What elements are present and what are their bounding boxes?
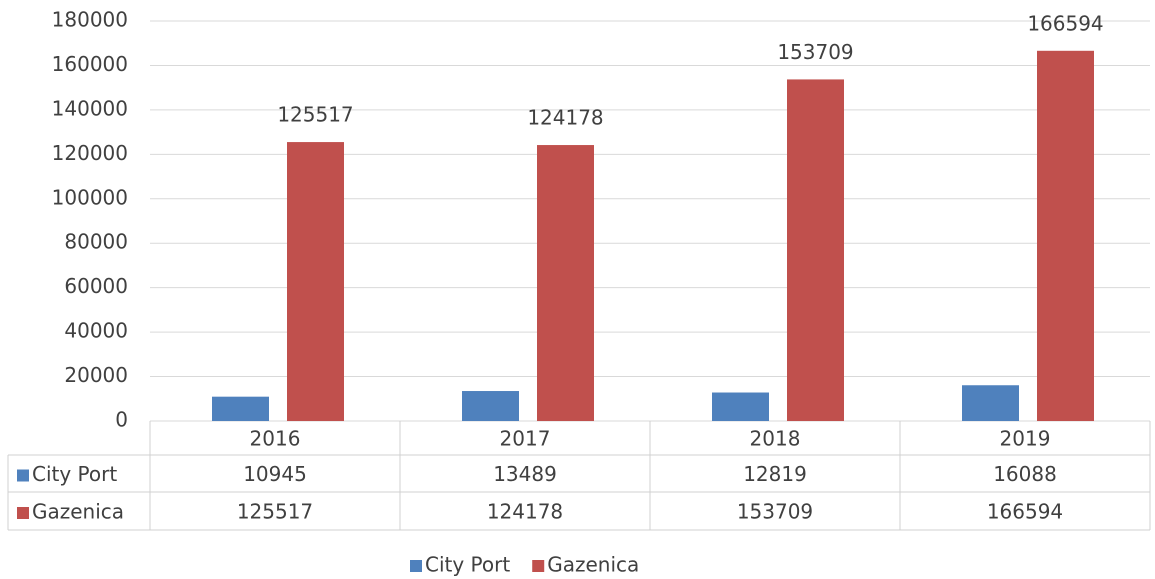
y-tick-label: 120000 — [52, 141, 128, 165]
bar — [537, 145, 594, 421]
x-tick-label: 2016 — [250, 427, 301, 451]
bar — [1037, 51, 1094, 421]
table-cell: 153709 — [737, 500, 813, 524]
bar — [212, 397, 269, 421]
y-tick-label: 0 — [115, 408, 128, 432]
x-tick-label: 2017 — [500, 427, 551, 451]
y-tick-label: 180000 — [52, 8, 128, 32]
data-label: 125517 — [277, 103, 353, 127]
bar — [787, 79, 844, 421]
legend-key — [410, 560, 422, 572]
table-row-label: City Port — [32, 462, 117, 486]
data-label: 153709 — [777, 40, 853, 64]
y-tick-label: 40000 — [64, 319, 128, 343]
table-row-label: Gazenica — [32, 500, 124, 524]
table-cell: 10945 — [243, 462, 307, 486]
legend-label: Gazenica — [547, 553, 639, 577]
table-cell: 13489 — [493, 462, 557, 486]
data-label: 124178 — [527, 106, 603, 130]
y-tick-label: 140000 — [52, 96, 128, 120]
legend-key — [532, 560, 544, 572]
chart: 0 20000 40000 60000 80000 100000 120000 140000 1… — [0, 0, 1155, 579]
bar — [462, 391, 519, 421]
table-cell: 124178 — [487, 500, 563, 524]
x-tick-label: 2018 — [750, 427, 801, 451]
table-legend-key — [17, 507, 29, 519]
y-tick-label: 60000 — [64, 274, 128, 298]
bar — [287, 142, 344, 421]
table-cell: 16088 — [993, 462, 1057, 486]
legend-label: City Port — [425, 553, 510, 577]
bar — [712, 393, 769, 421]
table-cell: 125517 — [237, 500, 313, 524]
y-tick-label: 160000 — [52, 52, 128, 76]
y-tick-label: 80000 — [64, 230, 128, 254]
bar — [962, 385, 1019, 421]
y-tick-label: 20000 — [64, 363, 128, 387]
data-label: 166594 — [1027, 11, 1103, 35]
table-cell: 166594 — [987, 500, 1063, 524]
x-tick-label: 2019 — [1000, 427, 1051, 451]
y-tick-label: 100000 — [52, 185, 128, 209]
table-cell: 12819 — [743, 462, 807, 486]
table-legend-key — [17, 470, 29, 482]
